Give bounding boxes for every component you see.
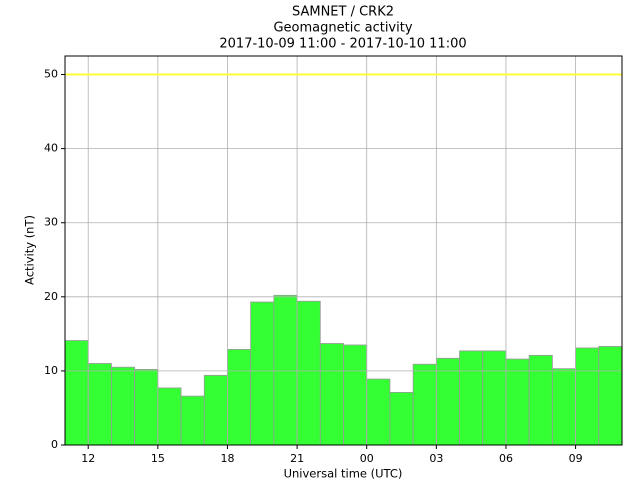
chart-subtitle: Geomagnetic activity (273, 21, 412, 36)
bar (180, 395, 205, 446)
bar (203, 374, 228, 446)
plot-frame (64, 55, 623, 446)
bar (134, 369, 159, 446)
chart-title: SAMNET / CRK2 (292, 5, 394, 20)
y-tick-label: 10 (44, 364, 58, 377)
y-tick-label: 40 (44, 142, 58, 155)
x-tick-label: 18 (220, 452, 234, 465)
y-tick-label: 20 (44, 290, 58, 303)
bar (412, 363, 437, 446)
bar (389, 391, 414, 446)
bar (366, 378, 391, 446)
bar (111, 366, 136, 446)
bar (459, 350, 484, 446)
bar (482, 350, 507, 446)
chart-date-range: 2017-10-09 11:00 - 2017-10-10 11:00 (219, 37, 466, 52)
bar (319, 343, 344, 446)
x-tick-label: 09 (569, 452, 583, 465)
x-axis-label: Universal time (UTC) (284, 467, 403, 481)
bar (64, 340, 89, 446)
bar (227, 349, 252, 446)
bar (296, 300, 321, 446)
bar (157, 387, 182, 446)
x-tick-label: 00 (360, 452, 374, 465)
y-tick-label: 50 (44, 68, 58, 81)
bar (343, 344, 368, 446)
bar (273, 294, 298, 446)
bar (250, 301, 275, 446)
bar (87, 363, 112, 446)
bar (528, 354, 553, 446)
x-tick-label: 06 (499, 452, 513, 465)
y-tick-label: 30 (44, 216, 58, 229)
bar (435, 357, 460, 446)
bar (575, 347, 600, 446)
x-tick-label: 12 (81, 452, 95, 465)
bar (598, 346, 623, 446)
x-tick-label: 15 (151, 452, 165, 465)
x-tick-label: 03 (429, 452, 443, 465)
bar (551, 368, 576, 446)
y-tick-label: 0 (51, 438, 58, 451)
x-tick-label: 21 (290, 452, 304, 465)
y-axis-label: Activity (nT) (23, 215, 37, 285)
bar (505, 358, 530, 446)
